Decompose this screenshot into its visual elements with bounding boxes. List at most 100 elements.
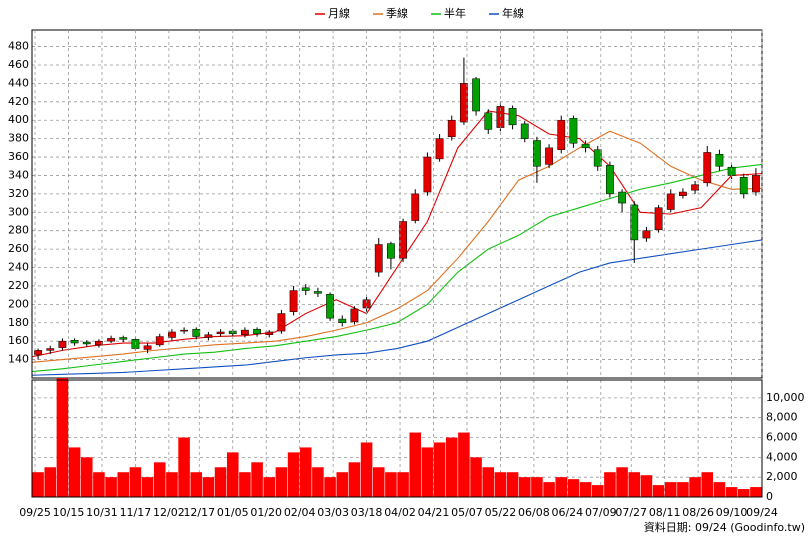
candle-body	[180, 329, 188, 332]
y-tick-label: 2,000	[766, 470, 798, 483]
volume-bar	[543, 482, 555, 497]
volume-bar	[531, 477, 543, 497]
y-tick-label: 360	[8, 150, 29, 163]
x-tick-label: 04/02	[384, 506, 416, 519]
volume-bar	[239, 472, 251, 497]
y-tick-label: 160	[8, 334, 29, 347]
candle-body	[472, 78, 480, 112]
volume-bar	[445, 437, 458, 497]
y-tick-label: 4,000	[766, 450, 798, 463]
volume-bar	[506, 472, 519, 497]
candle-body	[338, 318, 347, 324]
y-tick-label: 460	[8, 58, 29, 71]
x-tick-label: 06/24	[551, 506, 583, 519]
x-tick-label: 07/27	[615, 506, 647, 519]
y-tick-label: 440	[8, 76, 29, 89]
y-tick-label: 340	[8, 168, 29, 181]
x-tick-label: 03/03	[317, 506, 349, 519]
x-tick-label: 10/15	[53, 506, 85, 519]
volume-bar	[312, 467, 324, 497]
legend-label: 季線	[386, 6, 408, 20]
volume-bar	[616, 467, 628, 497]
candle-body	[460, 83, 468, 123]
candle-body	[82, 341, 91, 345]
candle-body	[289, 290, 298, 312]
x-tick-label: 07/09	[585, 506, 617, 519]
candle-body	[46, 348, 55, 351]
volume-bar	[336, 472, 349, 497]
x-tick-label: 03/18	[351, 506, 383, 519]
candle-body	[411, 193, 420, 221]
candle-body	[34, 350, 42, 356]
volume-bar	[689, 477, 701, 497]
candle-body	[204, 334, 213, 338]
plot-area	[31, 29, 763, 379]
candle-body	[739, 177, 748, 195]
y-tick-label: 480	[8, 40, 29, 53]
ma-line	[31, 130, 763, 363]
candle-body	[606, 165, 614, 195]
volume-bar	[153, 462, 166, 497]
candle-body	[265, 331, 274, 335]
candle-body	[216, 331, 225, 335]
candle-body	[569, 118, 578, 144]
candle-body	[374, 244, 383, 273]
x-tick-label: 05/22	[485, 506, 517, 519]
volume-bar	[178, 437, 190, 497]
legend-label: 年線	[502, 6, 524, 20]
volume-bar	[68, 447, 81, 497]
candle-body	[666, 193, 675, 210]
volume-bar	[32, 472, 44, 497]
volume-bar	[725, 487, 738, 497]
volume-bar	[579, 482, 592, 497]
candle-body	[314, 291, 322, 294]
candle-body	[581, 143, 590, 149]
y-tick-label: 260	[8, 242, 29, 255]
candle-body	[399, 221, 407, 259]
y-tick-label: 380	[8, 132, 29, 145]
volume-bar	[458, 432, 470, 497]
y-tick-label: 240	[8, 261, 29, 274]
y-tick-label: 200	[8, 297, 29, 310]
plot-border	[31, 379, 763, 498]
volume-bar	[494, 472, 507, 497]
volume-bar	[226, 452, 239, 497]
volume-bar	[80, 457, 93, 497]
volume-bar	[470, 457, 482, 497]
ma-line	[31, 110, 763, 358]
candle-body	[654, 207, 663, 231]
candle-body	[715, 154, 724, 167]
volume-bar	[652, 485, 665, 497]
volume-bar	[299, 447, 312, 497]
candle-body	[58, 340, 67, 348]
x-tick-label: 09/25	[19, 506, 51, 519]
candle-body	[387, 243, 395, 259]
y-tick-label: 400	[8, 113, 29, 126]
volume-bar	[360, 442, 373, 497]
volume-bar	[640, 475, 653, 497]
y-tick-label: 0	[766, 490, 773, 503]
volume-bar	[750, 487, 762, 497]
volume-bar	[263, 477, 276, 497]
candle-body	[423, 156, 432, 193]
volume-bar	[190, 472, 203, 497]
x-tick-label: 10/31	[86, 506, 118, 519]
volume-bar	[105, 477, 117, 497]
volume-bar	[166, 472, 178, 497]
volume-bar	[482, 467, 495, 497]
candle-body	[143, 345, 152, 350]
volume-bar	[129, 467, 142, 497]
volume-bar	[385, 472, 397, 497]
volume-bar	[275, 467, 288, 497]
volume-bar	[214, 467, 227, 497]
volume-bar	[737, 489, 750, 497]
volume-bar	[372, 467, 385, 497]
x-tick-label: 12/02	[153, 506, 185, 519]
candle-body	[557, 119, 566, 150]
x-tick-label: 06/08	[518, 506, 550, 519]
volume-bar	[287, 452, 300, 497]
candle-body	[520, 123, 529, 139]
candle-body	[277, 313, 286, 332]
candle-body	[642, 230, 651, 239]
